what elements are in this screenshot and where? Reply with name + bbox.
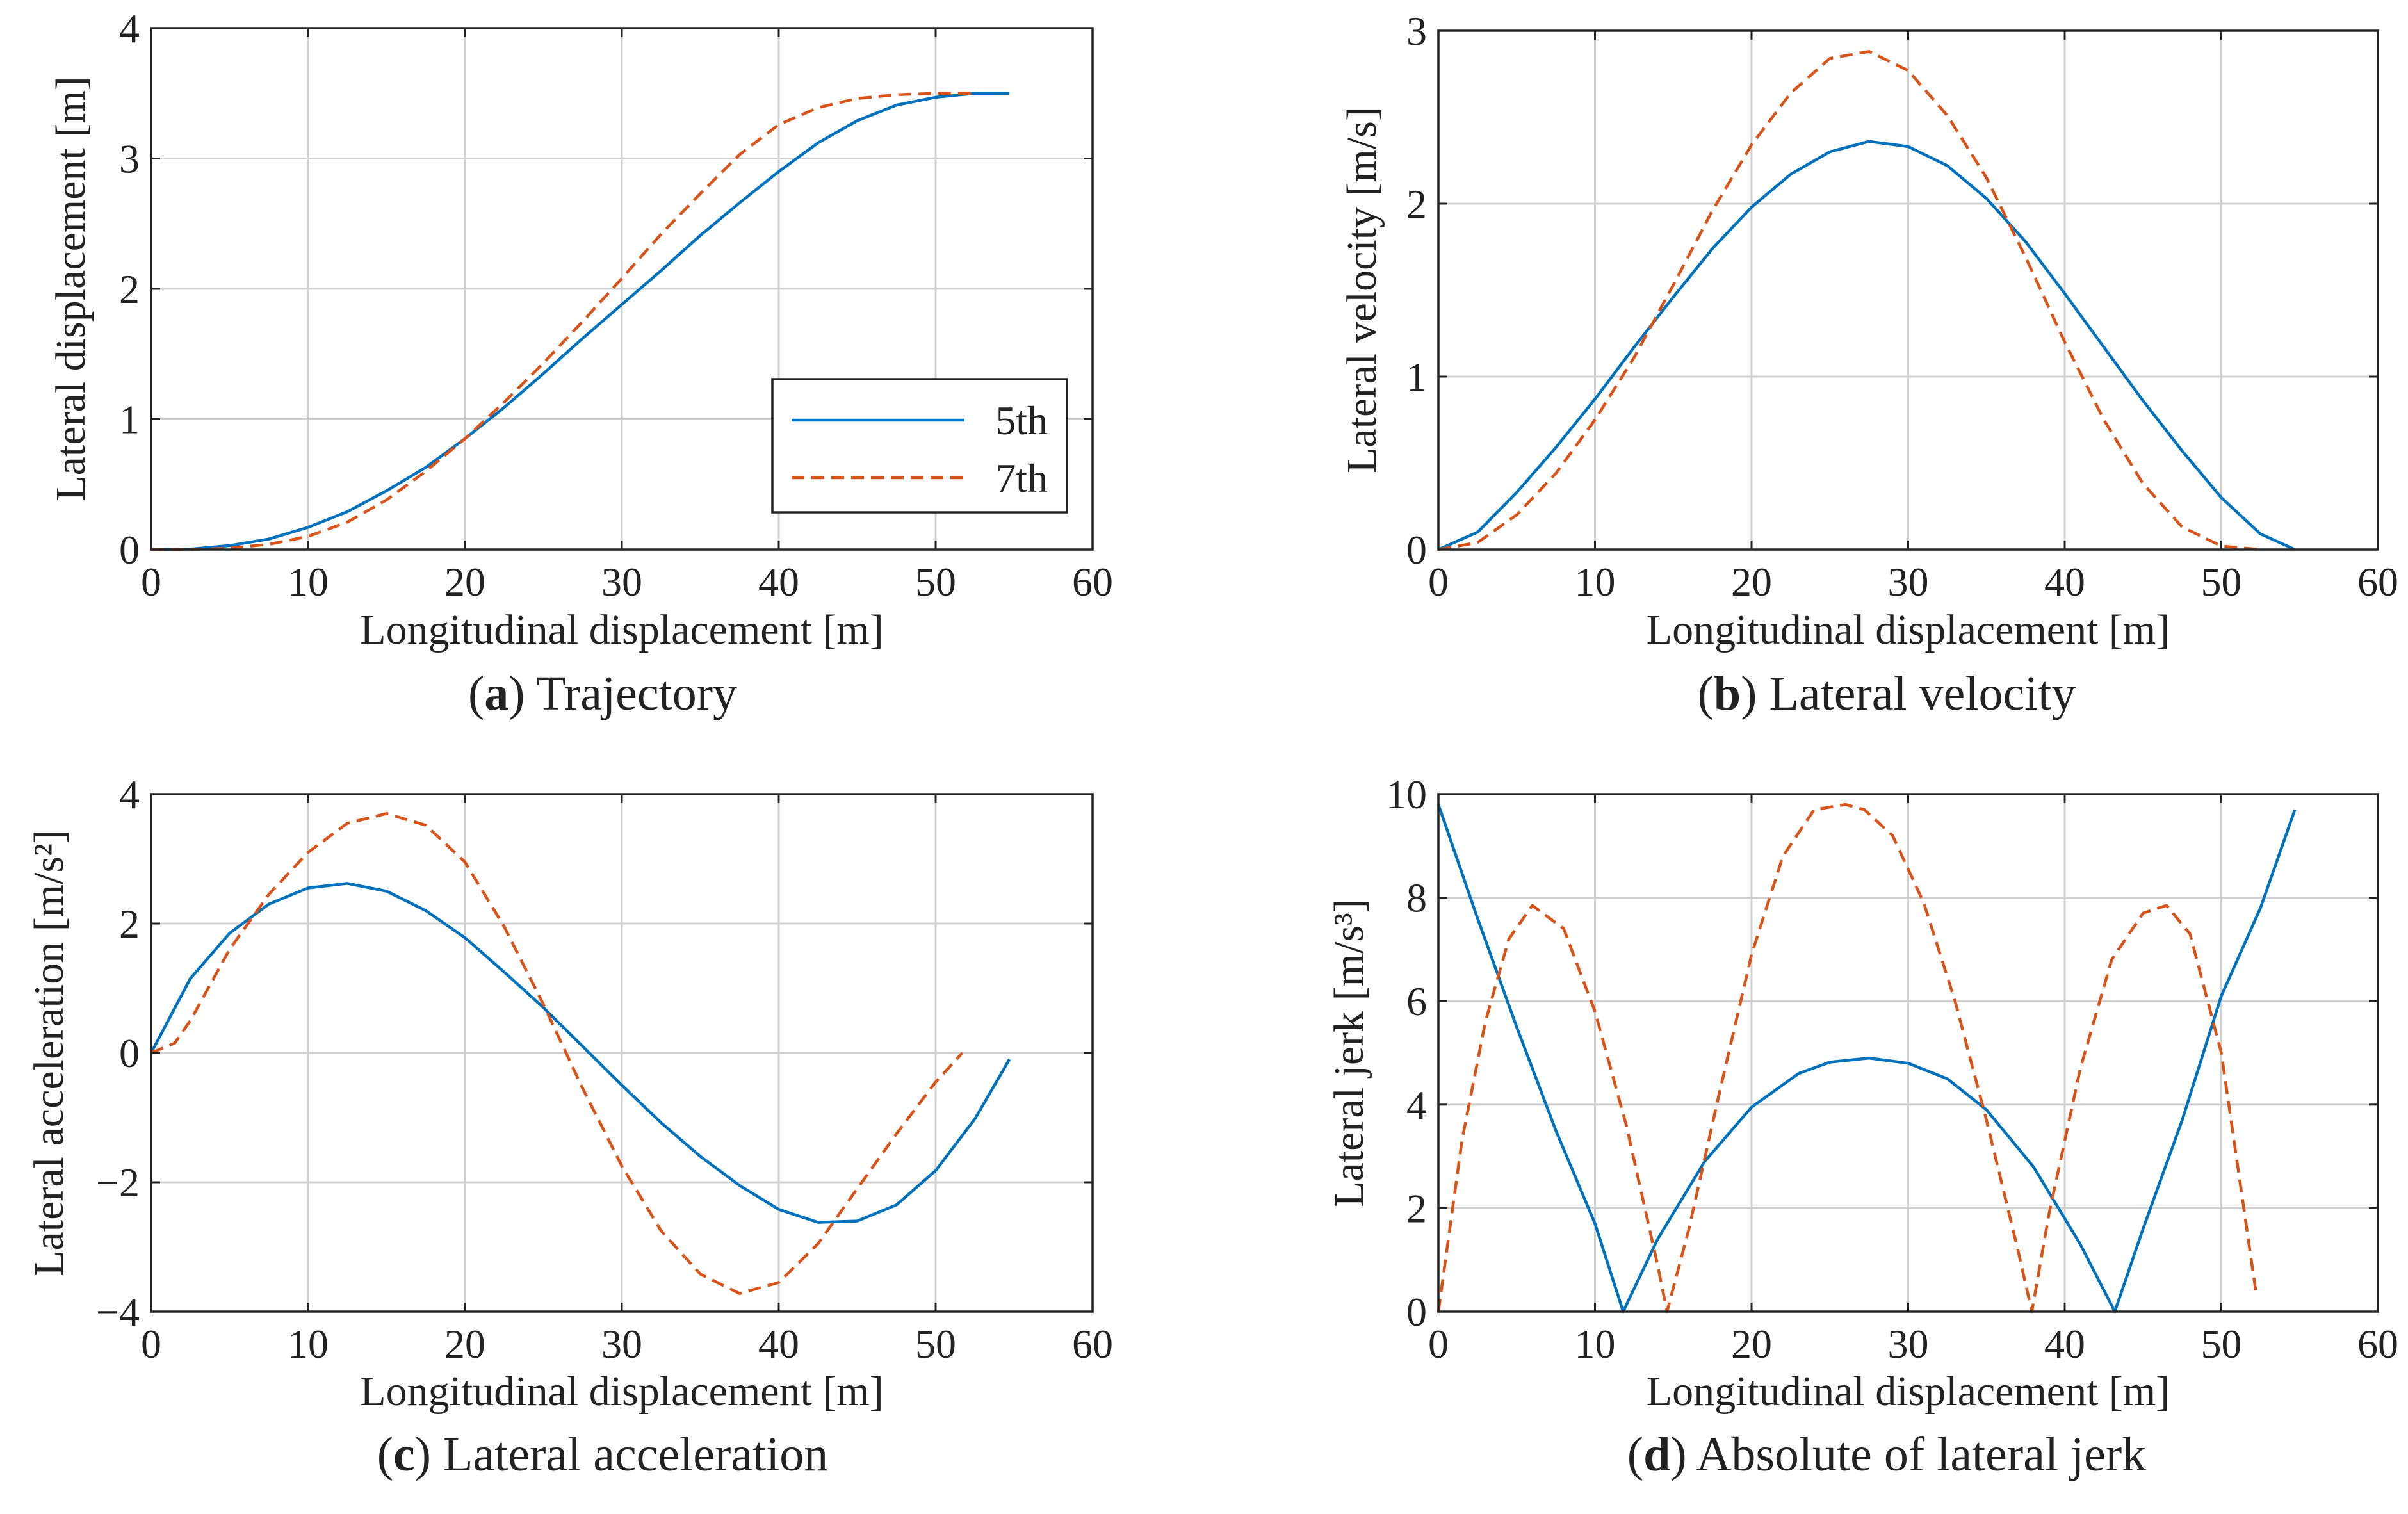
- x-axis-label: Longitudinal displacement [m]: [1647, 606, 2170, 653]
- x-tick-label: 0: [1428, 559, 1449, 605]
- y-tick-label: −4: [96, 1289, 140, 1335]
- y-tick-label: 3: [1406, 8, 1427, 54]
- series-line-7th: [1436, 802, 2258, 1314]
- y-tick-label: 2: [1406, 181, 1427, 227]
- x-tick-label: 20: [444, 559, 485, 605]
- y-tick-label: 4: [1406, 1082, 1427, 1128]
- subfigure-caption: (a) Trajectory: [468, 667, 737, 720]
- caption-text: ) Absolute of lateral jerk: [1670, 1428, 2146, 1481]
- legend-box: [771, 378, 1068, 514]
- subfigure-caption: (b) Lateral velocity: [1698, 667, 2076, 720]
- x-tick-label: 10: [1575, 559, 1616, 605]
- caption-text: ) Lateral acceleration: [415, 1428, 829, 1481]
- y-tick-label: 2: [1406, 1185, 1427, 1231]
- caption-text: ) Trajectory: [508, 667, 737, 720]
- caption-open-paren: (: [1698, 667, 1714, 720]
- x-tick-label: 40: [758, 1321, 799, 1367]
- x-tick-label: 0: [141, 559, 161, 605]
- subfigure-caption: (d) Absolute of lateral jerk: [1627, 1428, 2146, 1481]
- y-tick-label: −2: [96, 1160, 140, 1205]
- x-tick-label: 10: [1575, 1321, 1616, 1367]
- x-tick-label: 50: [915, 1321, 956, 1367]
- x-tick-label: 60: [1072, 1321, 1113, 1367]
- x-axis-label: Longitudinal displacement [m]: [360, 606, 883, 653]
- x-axis-label: Longitudinal displacement [m]: [1647, 1368, 2170, 1415]
- y-tick-label: 1: [1406, 354, 1427, 400]
- x-axis-label: Longitudinal displacement [m]: [360, 1368, 883, 1415]
- x-tick-label: 30: [601, 1321, 642, 1367]
- y-tick-label: 0: [119, 1030, 140, 1076]
- caption-letter: b: [1714, 667, 1741, 720]
- chart-panel-c: 0 10 20 30 40 50 60 −4 −2 0 2 4 Longitudinal displac…: [26, 772, 1113, 1481]
- x-tick-label: 30: [601, 559, 642, 605]
- y-tick-label: 1: [119, 397, 140, 443]
- legend-label-5th: 5th: [995, 398, 1048, 443]
- series-line-5th: [150, 92, 1010, 551]
- x-tick-label: 60: [1072, 559, 1113, 605]
- series-line-7th: [150, 812, 964, 1295]
- y-tick-label: 2: [119, 901, 140, 947]
- x-tick-label: 60: [2357, 1321, 2398, 1367]
- caption-open-paren: (: [468, 667, 484, 720]
- x-tick-label: 0: [1428, 1321, 1449, 1367]
- caption-letter: d: [1643, 1428, 1670, 1481]
- y-axis-label: Lateral velocity [m/s]: [1338, 107, 1385, 473]
- y-tick-label: 8: [1406, 875, 1427, 921]
- series-line-7th: [1438, 50, 2261, 551]
- x-tick-label: 30: [1888, 559, 1929, 605]
- y-tick-label: 4: [119, 772, 140, 817]
- x-tick-label: 20: [1731, 1321, 1772, 1367]
- series-line-5th: [1436, 804, 2297, 1314]
- series-line-5th: [150, 882, 1011, 1224]
- y-axis-label: Lateral displacement [m]: [47, 76, 94, 501]
- x-tick-label: 40: [758, 559, 799, 605]
- x-tick-label: 20: [444, 1321, 485, 1367]
- y-axis-label: Lateral jerk [m/s³]: [1326, 899, 1372, 1207]
- y-tick-label: 0: [119, 527, 140, 573]
- caption-text: ) Lateral velocity: [1741, 667, 2076, 720]
- x-tick-label: 50: [2201, 1321, 2242, 1367]
- caption-letter: c: [393, 1428, 415, 1481]
- chart-panel-a: 0 10 20 30 40 50 60 0 1 2 3 4 Longitudinal displacem…: [47, 6, 1113, 720]
- y-axis-label: Lateral acceleration [m/s²]: [26, 829, 72, 1276]
- subfigure-caption: (c) Lateral acceleration: [377, 1428, 829, 1481]
- caption-open-paren: (: [1627, 1428, 1643, 1481]
- y-tick-label: 10: [1386, 772, 1427, 817]
- series-line-5th: [1438, 140, 2296, 551]
- x-tick-label: 40: [2044, 559, 2085, 605]
- series-line-7th: [150, 92, 975, 551]
- y-tick-label: 2: [119, 266, 140, 312]
- x-tick-label: 20: [1731, 559, 1772, 605]
- x-tick-label: 30: [1888, 1321, 1929, 1367]
- y-tick-label: 3: [119, 136, 140, 182]
- x-tick-label: 40: [2044, 1321, 2085, 1367]
- x-tick-label: 60: [2357, 559, 2398, 605]
- legend-label-7th: 7th: [995, 455, 1048, 501]
- y-tick-label: 0: [1406, 1289, 1427, 1335]
- y-tick-label: 4: [119, 6, 140, 51]
- chart-panel-d: 0 10 20 30 40 50 60 0 2 4 6 8 10 Longitudinal displac…: [1326, 772, 2398, 1481]
- x-tick-label: 50: [915, 559, 956, 605]
- x-tick-label: 10: [288, 559, 329, 605]
- x-tick-label: 50: [2201, 559, 2242, 605]
- x-tick-label: 0: [141, 1321, 161, 1367]
- y-tick-label: 6: [1406, 979, 1427, 1024]
- y-tick-label: 0: [1406, 527, 1427, 573]
- caption-open-paren: (: [377, 1428, 393, 1481]
- x-tick-label: 10: [288, 1321, 329, 1367]
- chart-panel-b: 0 10 20 30 40 50 60 0 1 2 3 Longitudinal displaceme…: [1338, 8, 2398, 720]
- caption-letter: a: [484, 667, 508, 720]
